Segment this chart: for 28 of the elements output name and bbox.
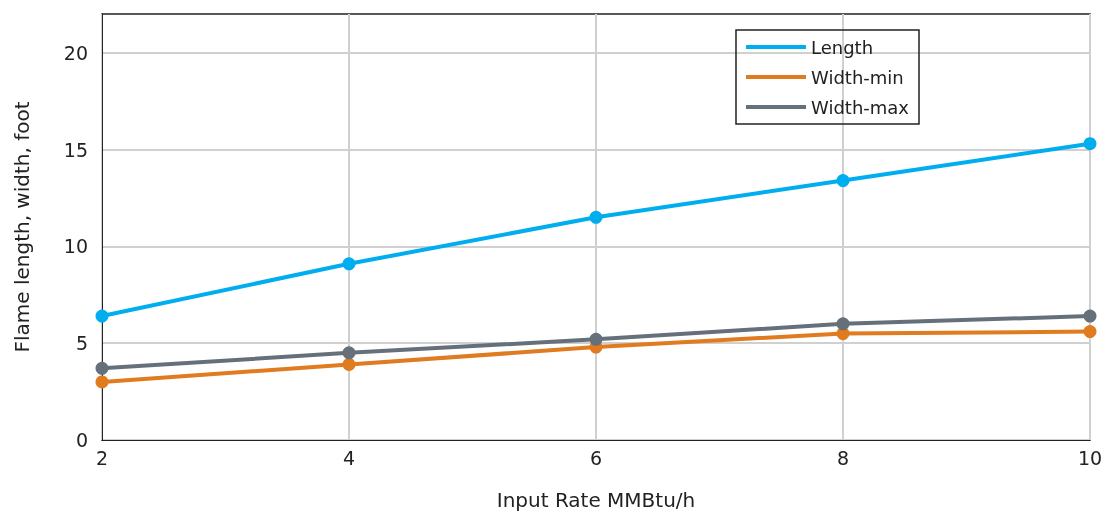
y-tick-label: 15	[63, 138, 88, 161]
point	[1083, 137, 1097, 151]
point	[1083, 325, 1097, 339]
point	[95, 375, 109, 389]
point	[95, 361, 109, 375]
x-axis-title: Input Rate MMBtu/h	[496, 488, 696, 512]
y-tick-label: 5	[75, 332, 88, 355]
y-tick-label: 20	[63, 41, 88, 64]
point	[589, 210, 603, 224]
point	[836, 317, 850, 331]
x-tick-label: 6	[589, 446, 603, 469]
x-tick-label: 4	[342, 446, 356, 469]
x-tick-label: 8	[836, 446, 850, 469]
point	[342, 357, 356, 371]
point	[589, 332, 603, 346]
point	[95, 309, 109, 323]
y-tick-label: 0	[75, 429, 88, 451]
legend-label: Width-min	[810, 66, 904, 88]
legend-label: Width-max	[810, 96, 910, 118]
x-tick-label: 10	[1077, 446, 1103, 469]
point	[1083, 309, 1097, 323]
point	[342, 257, 356, 271]
y-tick-label: 10	[63, 235, 88, 258]
point	[342, 346, 356, 360]
legend-label: Length	[810, 36, 874, 58]
x-tick-label: 2	[95, 446, 109, 469]
y-axis-title: Flame length, width, foot	[10, 101, 34, 353]
point	[836, 174, 850, 188]
